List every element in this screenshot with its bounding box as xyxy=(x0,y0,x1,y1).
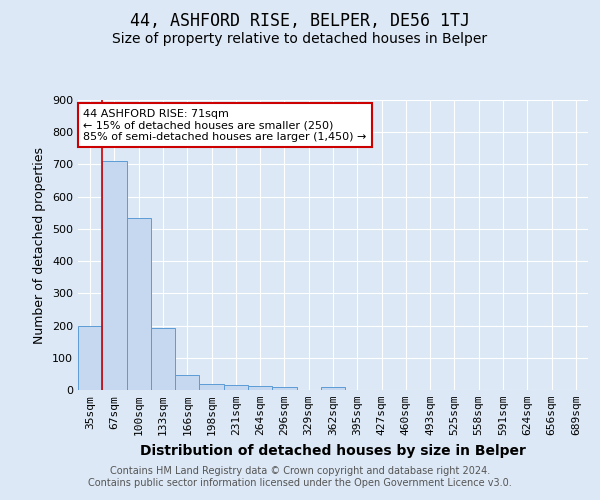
Y-axis label: Number of detached properties: Number of detached properties xyxy=(34,146,46,344)
Bar xyxy=(127,218,151,390)
Bar xyxy=(102,161,127,390)
Text: Size of property relative to detached houses in Belper: Size of property relative to detached ho… xyxy=(112,32,488,46)
X-axis label: Distribution of detached houses by size in Belper: Distribution of detached houses by size … xyxy=(140,444,526,458)
Bar xyxy=(224,386,248,390)
Text: 44 ASHFORD RISE: 71sqm
← 15% of detached houses are smaller (250)
85% of semi-de: 44 ASHFORD RISE: 71sqm ← 15% of detached… xyxy=(83,108,367,142)
Text: Contains HM Land Registry data © Crown copyright and database right 2024.
Contai: Contains HM Land Registry data © Crown c… xyxy=(88,466,512,487)
Bar xyxy=(175,375,199,390)
Bar xyxy=(248,386,272,390)
Bar xyxy=(321,387,345,390)
Bar xyxy=(78,326,102,390)
Bar xyxy=(272,387,296,390)
Text: 44, ASHFORD RISE, BELPER, DE56 1TJ: 44, ASHFORD RISE, BELPER, DE56 1TJ xyxy=(130,12,470,30)
Bar xyxy=(151,328,175,390)
Bar xyxy=(199,384,224,390)
